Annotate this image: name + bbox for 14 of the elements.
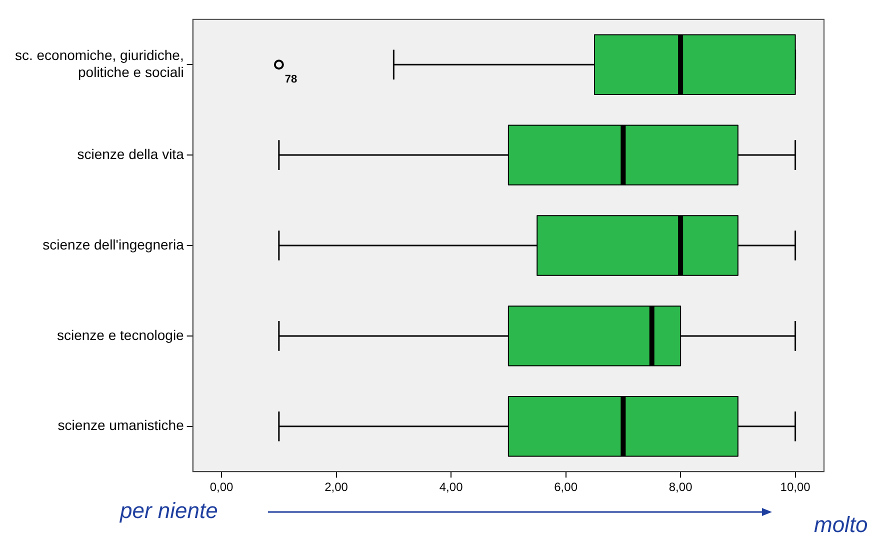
y-tick-label: scienze e tecnologie [56, 326, 184, 343]
text: per niente [120, 498, 218, 524]
x-tick-label: 2,00 [324, 480, 348, 494]
y-tick-label: scienze della vita [77, 146, 184, 162]
x-tick-label: 10,00 [780, 480, 811, 494]
text: molto [814, 512, 868, 538]
y-tick-label: sc. economiche, giuridiche, politiche e sociali [14, 47, 184, 80]
y-tick-label: scienze dell'ingegneria [42, 236, 184, 252]
x-tick-label: 6,00 [554, 480, 578, 494]
x-tick-label: 0,00 [210, 480, 234, 494]
x-tick-label: 4,00 [439, 480, 464, 494]
annotation: 78 [284, 74, 298, 86]
y-tick-label: scienze umanistiche [58, 417, 184, 434]
x-tick-label: 8,00 [668, 480, 693, 494]
